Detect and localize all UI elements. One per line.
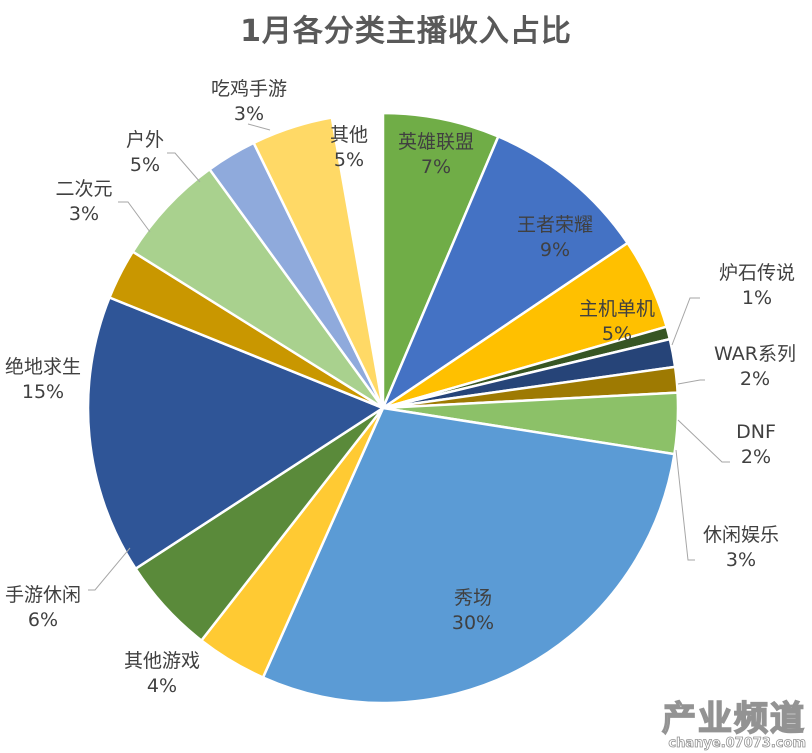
label-percent: 15% [21,381,65,403]
data-label: 英雄联盟 7% [376,130,496,180]
label-percent: 6% [27,609,59,631]
data-label: WAR系列 2% [695,342,812,392]
label-percent: 5% [129,154,161,176]
label-percent: 3% [725,549,757,571]
label-category: DNF [736,421,776,443]
leader-line [118,201,151,233]
data-label: 炉石传说 1% [697,261,812,311]
pie-slice-10 [86,296,385,570]
label-percent: 2% [740,446,772,468]
leader-line [167,152,201,183]
leader-line [88,547,131,591]
pie-slice-14 [252,116,385,410]
data-label: 户外 5% [85,128,205,178]
label-percent: 1% [741,287,773,309]
label-category: 绝地求生 [4,356,81,378]
label-percent: 5% [601,323,633,345]
data-label: DNF 2% [696,420,812,470]
data-label: 秀场 30% [413,586,533,636]
label-percent: 5% [333,149,365,171]
label-percent: 30% [451,612,495,634]
leader-line [671,297,700,346]
label-category: 休闲娱乐 [702,524,779,546]
label-category: 吃鸡手游 [210,78,287,100]
pie-slice-7 [261,406,676,705]
label-category: 秀场 [453,587,492,609]
leader-line [247,123,271,131]
label-category: WAR系列 [714,343,796,365]
data-label: 其他 5% [289,123,409,173]
data-label: 主机单机 5% [557,297,677,347]
data-label: 其他游戏 4% [102,649,222,699]
label-percent: 3% [233,103,265,125]
label-category: 二次元 [55,178,113,200]
data-label: 休闲娱乐 3% [681,523,801,573]
leader-line [677,419,730,463]
label-category: 其他 [329,124,368,146]
watermark-text: 产业频道 [661,699,806,739]
label-category: 王者荣耀 [516,214,593,236]
label-percent: 7% [420,156,452,178]
label-percent: 3% [68,203,100,225]
label-percent: 2% [739,368,771,390]
label-category: 手游休闲 [4,584,81,606]
label-category: 炉石传说 [718,262,795,284]
chart-title: 1月各分类主播收入占比 [240,14,572,49]
label-category: 其他游戏 [123,650,200,672]
watermark-url: chanye.07073.com [668,736,806,751]
label-percent: 9% [539,239,571,261]
watermark-logo: 产业频道 chanye.07073.com [661,699,806,751]
data-label: 二次元 3% [24,177,144,227]
pie-slice-0 [381,111,500,410]
pie-slice-1 [381,135,629,410]
leader-line [677,379,705,385]
label-category: 英雄联盟 [397,131,474,153]
label-category: 户外 [125,129,164,151]
data-label: 王者荣耀 9% [495,213,615,263]
data-label: 手游休闲 6% [0,583,103,633]
label-percent: 4% [146,675,178,697]
data-label: 绝地求生 15% [0,355,103,405]
leader-line [675,449,695,561]
data-label: 吃鸡手游 3% [189,77,309,127]
label-category: 主机单机 [578,298,655,320]
